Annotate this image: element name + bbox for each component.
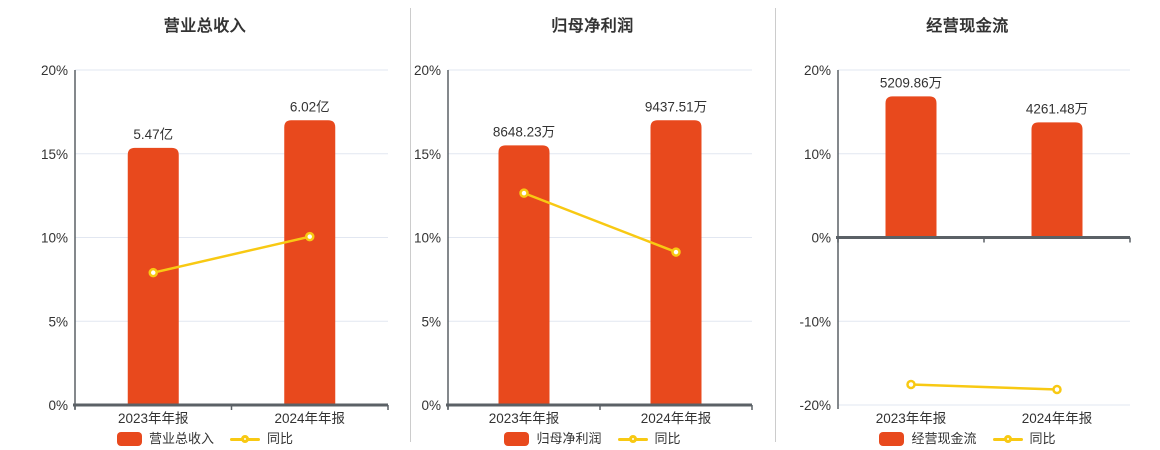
y-tick-label: 0% xyxy=(48,398,68,413)
bar-value-label: 5209.86万 xyxy=(880,75,942,90)
bar-2024年年报[interactable] xyxy=(650,120,702,405)
yoy-line[interactable] xyxy=(522,191,678,254)
y-tick-label: 20% xyxy=(41,63,68,78)
bar-swatch-icon xyxy=(879,432,905,446)
line-marker-icon xyxy=(617,432,648,446)
bar-2024年年报[interactable] xyxy=(284,120,336,405)
legend-item-revenue-yoy[interactable]: 同比 xyxy=(230,432,293,446)
legend-net-profit: 归母净利润 同比 xyxy=(410,430,775,448)
bar-value-label: 9437.51万 xyxy=(645,99,707,114)
bar-swatch-icon xyxy=(116,432,142,446)
bar-2024年年报[interactable] xyxy=(1031,122,1083,238)
line-marker-icon xyxy=(230,432,260,446)
legend-label-yoy: 同比 xyxy=(1029,431,1056,446)
y-tick-label: 20% xyxy=(414,63,441,78)
panel-divider xyxy=(775,8,776,442)
y-tick-label: -20% xyxy=(799,398,831,413)
line-marker-icon xyxy=(992,432,1023,446)
chart-panel-revenue: 20% 15% 10% 5% 0% 5.47亿 6.02亿 2023年年报 2024年年报 营业… xyxy=(0,0,410,450)
chart-title-net-profit: 归母净利润 xyxy=(551,18,634,35)
bar-value-label: 4261.48万 xyxy=(1026,101,1088,116)
legend-item-cash-flow-yoy[interactable]: 同比 xyxy=(992,431,1056,446)
y-tick-label: 10% xyxy=(804,147,831,162)
yoy-point[interactable] xyxy=(906,379,916,390)
legend-cash-flow: 经营现金流 同比 xyxy=(775,430,1160,448)
y-tick-label: 0% xyxy=(811,231,831,246)
y-tick-label: 15% xyxy=(414,147,441,162)
y-tick-label: 10% xyxy=(414,231,441,246)
legend-item-cash-flow-bar[interactable]: 经营现金流 xyxy=(879,431,977,446)
chart-title-revenue: 营业总收入 xyxy=(163,18,247,35)
y-tick-label: 5% xyxy=(421,314,441,329)
legend-item-net-profit-yoy[interactable]: 同比 xyxy=(617,431,681,446)
legend-label-yoy: 同比 xyxy=(654,431,681,446)
bar-swatch-icon xyxy=(504,432,530,446)
cash-flow-chart-plot: 20% 10% 0% -10% -20% 5209.86万 4261.48万 2023年年报 2… xyxy=(799,63,1131,426)
x-tick-label: 2024年年报 xyxy=(641,411,712,426)
legend-label-net-profit: 归母净利润 xyxy=(536,431,602,446)
legend-label-yoy: 同比 xyxy=(267,431,294,446)
chart-panel-cash-flow: 20% 10% 0% -10% -20% 5209.86万 4261.48万 2023年年报 2… xyxy=(775,0,1160,450)
x-tick-label: 2023年年报 xyxy=(876,411,947,426)
chart-title-cash-flow: 经营现金流 xyxy=(926,18,1009,35)
y-tick-label: 10% xyxy=(41,231,68,246)
y-tick-label: 0% xyxy=(421,398,441,413)
yoy-point[interactable] xyxy=(519,188,529,198)
revenue-chart-plot: 20% 15% 10% 5% 0% 5.47亿 6.02亿 2023年年报 2024年年报 xyxy=(41,63,389,426)
yoy-line[interactable] xyxy=(152,235,311,274)
yoy-point[interactable] xyxy=(148,267,158,278)
y-tick-label: 5% xyxy=(48,314,68,329)
bar-2023年年报[interactable] xyxy=(885,96,937,238)
bar-value-label: 6.02亿 xyxy=(290,99,330,114)
legend-item-net-profit-bar[interactable]: 归母净利润 xyxy=(504,431,602,446)
legend-label-revenue: 营业总收入 xyxy=(148,431,214,446)
y-tick-label: 15% xyxy=(41,147,68,162)
y-tick-label: -10% xyxy=(799,314,831,329)
legend-item-revenue-bar[interactable]: 营业总收入 xyxy=(116,431,214,446)
panel-divider xyxy=(410,8,411,442)
net-profit-chart-plot: 20% 15% 10% 5% 0% 8648.23万 9437.51万 2023年年报 2024… xyxy=(414,63,753,426)
x-tick-label: 2023年年报 xyxy=(118,411,189,426)
bar-value-label: 5.47亿 xyxy=(133,127,173,142)
x-tick-label: 2023年年报 xyxy=(489,411,560,426)
yoy-point[interactable] xyxy=(671,247,681,257)
y-tick-label: 20% xyxy=(804,63,831,78)
legend-label-cash-flow: 经营现金流 xyxy=(911,431,977,446)
yoy-point[interactable] xyxy=(305,231,315,242)
x-tick-label: 2024年年报 xyxy=(274,411,345,426)
yoy-point[interactable] xyxy=(1052,384,1062,395)
x-tick-label: 2024年年报 xyxy=(1022,411,1093,426)
legend-revenue: 营业总收入 同比 xyxy=(0,430,410,448)
bar-value-label: 8648.23万 xyxy=(493,124,555,139)
bar-2023年年报[interactable] xyxy=(498,145,550,405)
yoy-line[interactable] xyxy=(909,383,1059,391)
chart-panel-net-profit: 20% 15% 10% 5% 0% 8648.23万 9437.51万 2023年年报 2024… xyxy=(410,0,775,450)
